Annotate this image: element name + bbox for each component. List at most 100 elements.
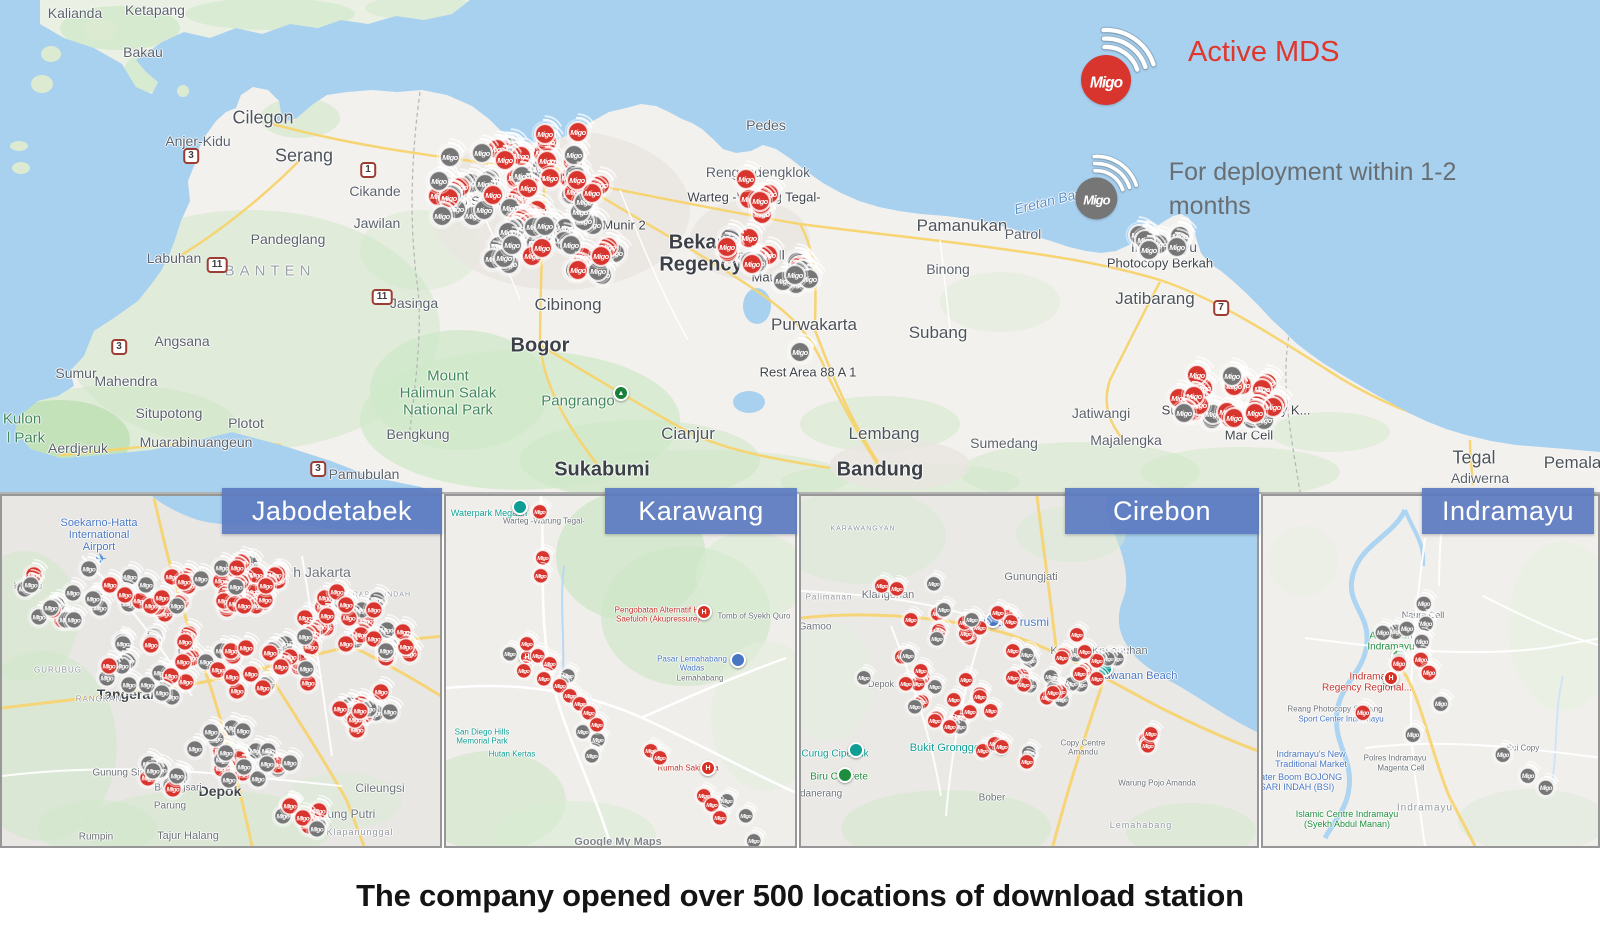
mds-marker-gray[interactable]: Migo [144,675,180,711]
mds-marker-red[interactable]: Migo [1346,696,1380,730]
mds-marker-red[interactable]: Migo [328,587,364,623]
mds-marker-gray[interactable]: Migo [272,745,308,781]
mds-marker-red[interactable]: Migo [1412,656,1446,690]
hospital-icon[interactable]: H [700,760,716,776]
mds-marker-gray[interactable]: Migo [111,667,147,703]
mds-marker-red[interactable]: Migo [322,691,358,727]
mds-marker-gray[interactable]: Migo [491,224,533,266]
mds-marker-gray[interactable]: Migo [1211,355,1253,397]
mds-marker-red[interactable]: Migo [581,709,613,741]
mds-marker-gray[interactable]: Migo [193,714,229,750]
mds-marker-red[interactable]: Migo [573,697,605,729]
mds-marker-gray[interactable]: Migo [1407,587,1441,621]
mds-marker-gray[interactable]: Migo [211,762,247,798]
mds-marker-red[interactable]: Migo [285,800,321,836]
mds-marker-gray[interactable]: Migo [848,662,880,694]
mds-marker-gray[interactable]: Migo [226,749,262,785]
mds-marker-gray[interactable]: Migo [738,825,770,846]
mds-marker-red[interactable]: Migo [644,742,676,774]
mds-marker-gray[interactable]: Migo [225,713,261,749]
mds-marker-gray[interactable]: Migo [218,569,254,605]
mds-marker-red[interactable]: Migo [144,580,180,616]
poi-pin-icon[interactable] [730,652,746,668]
mds-marker-red[interactable]: Migo [272,788,308,824]
mds-marker-red[interactable]: Migo [895,604,927,636]
mds-marker-gray[interactable]: Migo [128,567,164,603]
mds-marker-gray[interactable]: Migo [177,731,213,767]
mds-marker-red[interactable]: Migo [1173,375,1215,417]
mds-marker-gray[interactable]: Migo [576,740,608,772]
mds-marker-red[interactable]: Migo [986,731,1018,763]
mds-marker-red[interactable]: Migo [881,573,913,605]
mds-marker-red[interactable]: Migo [1069,636,1101,668]
mds-marker-red[interactable]: Migo [905,655,937,687]
airport-icon[interactable]: ✈ [95,550,107,567]
mds-marker-gray[interactable]: Migo [418,160,460,202]
mds-marker-gray[interactable]: Migo [56,602,92,638]
mountain-icon[interactable]: ▲ [613,385,629,401]
mds-marker-red[interactable]: Migo [975,695,1007,727]
mds-marker-red[interactable]: Migo [309,598,345,634]
mds-marker-red[interactable]: Migo [226,588,262,624]
mds-marker-red[interactable]: Migo [580,235,622,277]
mds-marker-gray[interactable]: Migo [183,561,219,597]
mds-marker-gray[interactable]: Migo [208,735,244,771]
mds-marker-red[interactable]: Migo [228,630,264,666]
mds-marker-red[interactable]: Migo [508,655,540,687]
mds-marker-red[interactable]: Migo [107,577,143,613]
mds-marker-gray[interactable]: Migo [956,604,988,636]
mds-marker-red[interactable]: Migo [919,705,951,737]
mds-marker-red[interactable]: Migo [964,681,996,713]
mds-marker-red[interactable]: Migo [1135,718,1167,750]
mds-marker-red[interactable]: Migo [704,802,736,834]
mds-marker-red[interactable]: Migo [1064,658,1096,690]
mds-marker-red[interactable]: Migo [571,172,613,214]
mds-marker-gray[interactable]: Migo [921,623,953,655]
mds-marker-gray[interactable]: Migo [372,694,408,730]
mds-marker-gray[interactable]: Migo [918,568,950,600]
mds-marker-gray[interactable]: Migo [1511,759,1545,793]
mds-marker-red[interactable]: Migo [507,167,549,209]
mds-marker-red[interactable]: Migo [484,139,526,181]
mds-marker-gray[interactable]: Migo [567,716,599,748]
mds-marker-red[interactable]: Migo [995,606,1027,638]
mds-marker-gray[interactable]: Migo [288,651,324,687]
mini-map-cirebon[interactable]: KARAWANGYANGunungjatiKlangenanBatik Trus… [801,496,1257,846]
poi-pin-icon[interactable] [512,499,528,515]
mds-marker-gray[interactable]: Migo [299,811,335,846]
mds-marker-red[interactable]: Migo [997,635,1029,667]
mds-marker-red[interactable]: Migo [982,597,1014,629]
mds-marker-red[interactable]: Migo [997,662,1029,694]
mds-marker-gray[interactable]: Migo [1396,718,1430,752]
mds-marker-red[interactable]: Migo [938,684,970,716]
mds-marker-gray[interactable]: Migo [1390,612,1424,646]
mds-marker-red[interactable]: Migo [91,648,127,684]
mds-marker-red[interactable]: Migo [319,574,355,610]
mds-marker-red[interactable]: Migo [168,664,204,700]
mds-marker-gray[interactable]: Migo [429,136,471,178]
mds-marker-red[interactable]: Migo [739,180,781,222]
mds-marker-red[interactable]: Migo [525,560,557,592]
mds-marker-red[interactable]: Migo [1081,663,1113,695]
mds-marker-red[interactable]: Migo [522,640,554,672]
hospital-icon[interactable]: H [696,604,712,620]
mds-marker-gray[interactable]: Migo [159,758,195,794]
mds-marker-red[interactable]: Migo [890,668,922,700]
mds-marker-gray[interactable]: Migo [287,619,323,655]
mds-marker-gray[interactable]: Migo [135,753,171,789]
mds-marker-red[interactable]: Migo [731,243,773,285]
mds-marker-gray[interactable]: Migo [33,590,69,626]
main-map[interactable]: Migo Active MDS Migo For deployment with… [0,0,1600,494]
mds-marker-gray[interactable]: Migo [550,224,592,266]
mds-marker-red[interactable]: Migo [529,157,571,199]
mds-marker-red[interactable]: Migo [511,628,543,660]
mds-marker-red[interactable]: Migo [167,624,203,660]
mds-marker-gray[interactable]: Migo [249,746,285,782]
mds-marker-gray[interactable]: Migo [524,205,566,247]
mds-marker-gray[interactable]: Migo [1128,229,1170,271]
mds-marker-red[interactable]: Migo [1011,746,1043,778]
mds-marker-red[interactable]: Migo [556,159,598,201]
mini-map-jabodetabek[interactable]: Soekarno-Hatta International Airport h Jaka… [2,496,440,846]
mds-marker-red[interactable]: Migo [356,592,392,628]
mds-marker-red[interactable]: Migo [214,659,250,695]
